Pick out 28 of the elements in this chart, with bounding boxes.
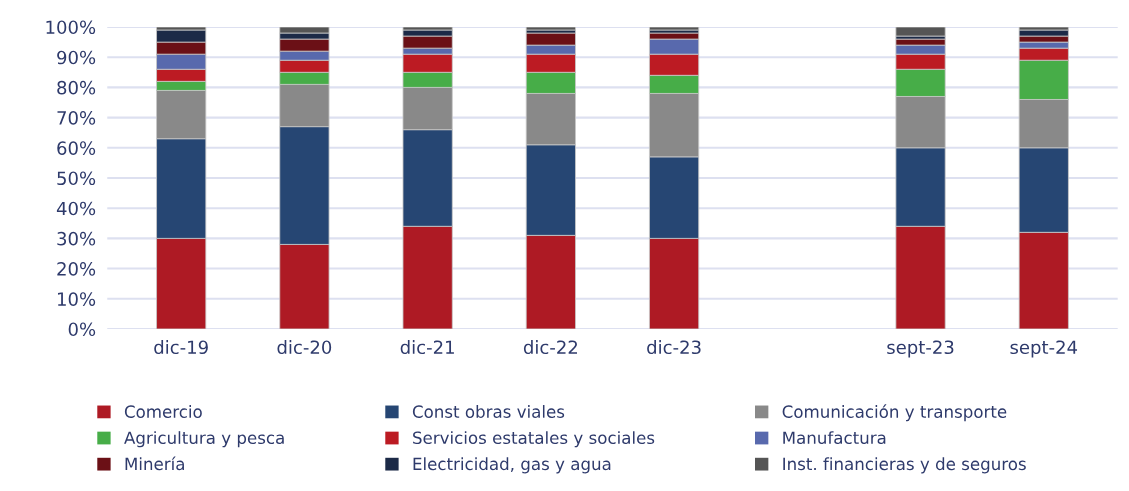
legend-label: Comercio xyxy=(124,405,202,418)
y-tick-label: 70% xyxy=(57,111,96,125)
x-tick-label: dic-19 xyxy=(154,340,208,355)
y-tick-label: 20% xyxy=(57,262,96,276)
bar xyxy=(895,27,946,37)
legend-label: Minería xyxy=(125,456,184,471)
x-tick-label: dic-23 xyxy=(647,340,701,355)
x-tick-label: dic-20 xyxy=(277,340,332,355)
x-tick-label: dic-21 xyxy=(400,340,454,355)
y-tick-label: 50% xyxy=(57,171,96,186)
x-tick-label: sept-24 xyxy=(1010,340,1078,358)
y-tick-label: 60% xyxy=(57,141,96,155)
legend-label: Const obras viales xyxy=(412,405,565,418)
legend-label: Electricidad, gas y agua xyxy=(413,457,611,474)
x-tick-label: sept-23 xyxy=(887,340,954,358)
y-tick-label: 80% xyxy=(57,80,96,95)
legend-label: Agricultura y pesca xyxy=(124,431,284,448)
y-tick-label: 10% xyxy=(58,292,96,306)
legend-label: Manufactura xyxy=(783,431,886,445)
y-tick-label: 90% xyxy=(57,50,96,65)
x-tick-label: dic-22 xyxy=(523,340,578,355)
y-tick-label: 40% xyxy=(56,201,96,216)
y-tick-label: 30% xyxy=(57,231,96,246)
y-tick-label: 0% xyxy=(68,322,96,337)
y-tick-label: 100% xyxy=(46,20,96,35)
legend-label: Servicios estatales y sociales xyxy=(413,431,655,448)
legend-label: Inst. financieras y de seguros xyxy=(783,457,1026,474)
legend-label: Comunicación y transporte xyxy=(782,404,1007,422)
